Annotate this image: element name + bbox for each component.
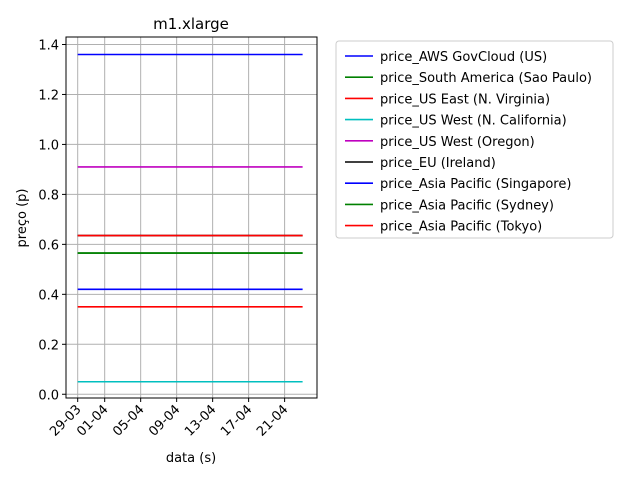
legend-label: price_US West (N. California) (380, 114, 567, 129)
y-tick-label: 0.2 (38, 338, 59, 353)
legend-label: price_Asia Pacific (Singapore) (380, 177, 571, 192)
y-tick-label: 1.4 (38, 38, 59, 53)
legend-label: price_US East (N. Virginia) (380, 92, 550, 107)
y-axis-ticks: 0.0 0.2 0.4 0.6 0.8 1.0 1.2 1.4 (38, 38, 66, 403)
legend-label: price_South America (Sao Paulo) (380, 71, 592, 86)
x-axis-title: data (s) (166, 451, 216, 466)
grid-lines (66, 37, 317, 398)
y-tick-label: 0.0 (38, 388, 59, 403)
legend-box (335, 40, 614, 239)
legend-label: price_Asia Pacific (Sydney) (380, 198, 554, 213)
y-tick-label: 0.8 (38, 188, 59, 203)
legend-label: price_AWS GovCloud (US) (380, 50, 547, 65)
chart-title: m1.xlarge (153, 15, 229, 33)
series-lines (77, 53, 303, 383)
legend-label: price_Asia Pacific (Tokyo) (380, 220, 542, 235)
y-tick-label: 1.0 (38, 138, 59, 153)
y-tick-label: 0.6 (38, 238, 59, 253)
y-tick-label: 1.2 (38, 88, 59, 103)
y-tick-label: 0.4 (38, 288, 59, 303)
y-axis-title: preço (p) (15, 189, 30, 248)
legend-label: price_US West (Oregon) (380, 135, 535, 150)
legend: price_AWS GovCloud (US) price_South Ameri… (335, 40, 614, 239)
plot-frame (65, 36, 318, 399)
legend-label: price_EU (Ireland) (380, 156, 496, 171)
